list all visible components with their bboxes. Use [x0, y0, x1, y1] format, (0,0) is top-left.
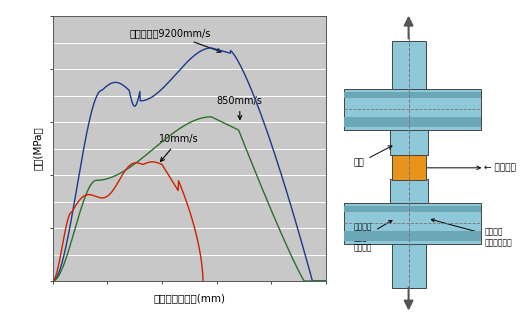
- Text: ピン留め
チャッキング: ピン留め チャッキング: [431, 219, 512, 247]
- Text: ← シーラー: ← シーラー: [426, 163, 516, 172]
- X-axis label: ストローク変位(mm): ストローク変位(mm): [154, 293, 225, 303]
- Bar: [344, 117, 481, 127]
- Text: 鋼板変形
防止用
ブロック: 鋼板変形 防止用 ブロック: [353, 220, 392, 252]
- Bar: [344, 231, 481, 241]
- Bar: [391, 155, 426, 181]
- Bar: [344, 206, 481, 212]
- Bar: [391, 41, 426, 92]
- Text: 10mm/s: 10mm/s: [159, 134, 199, 162]
- Bar: [344, 89, 481, 130]
- Text: 鋼板: 鋼板: [353, 146, 392, 168]
- Bar: [390, 179, 428, 206]
- Bar: [390, 128, 428, 155]
- Bar: [344, 203, 481, 244]
- Text: 引張速度：9200mm/s: 引張速度：9200mm/s: [129, 28, 221, 52]
- Y-axis label: 応力(MPa）: 応力(MPa）: [32, 127, 42, 171]
- Text: 850mm/s: 850mm/s: [217, 96, 262, 120]
- Bar: [391, 244, 426, 288]
- Bar: [344, 92, 481, 98]
